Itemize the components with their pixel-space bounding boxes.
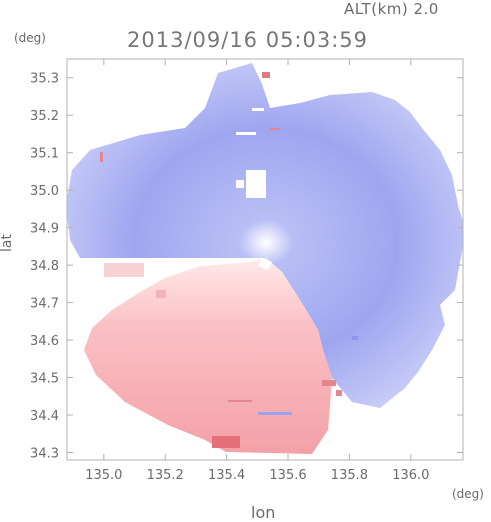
clutter-speckles bbox=[100, 72, 358, 448]
y-tick-label: 34.6 bbox=[30, 334, 59, 349]
receding-velocity-area bbox=[84, 258, 332, 454]
y-tick-label: 34.9 bbox=[30, 222, 59, 237]
y-tick-label: 34.3 bbox=[30, 447, 59, 462]
approaching-velocity-area bbox=[67, 63, 463, 408]
y-tick-label: 35.1 bbox=[30, 147, 59, 162]
x-tick-label: 135.6 bbox=[269, 468, 306, 483]
y-tick-label: 34.5 bbox=[30, 372, 59, 387]
x-unit-label: (deg) bbox=[452, 487, 484, 501]
x-tick-label: 135.4 bbox=[208, 468, 245, 483]
y-tick-label: 35.2 bbox=[30, 109, 59, 124]
x-tick-label: 135.8 bbox=[331, 468, 368, 483]
x-tick-label: 135.2 bbox=[147, 468, 184, 483]
radar-image bbox=[67, 63, 463, 454]
y-tick-label: 34.4 bbox=[30, 409, 59, 424]
y-unit-label: (deg) bbox=[14, 31, 46, 45]
x-tick-label: 136.0 bbox=[392, 468, 429, 483]
altitude-label: ALT(km) 2.0 bbox=[344, 0, 439, 18]
plot-frame bbox=[66, 58, 464, 461]
y-tick-label: 34.8 bbox=[30, 259, 59, 274]
x-tick-label: 135.0 bbox=[85, 468, 122, 483]
x-axis-label: lon bbox=[251, 503, 276, 522]
chart-title: 2013/09/16 05:03:59 bbox=[127, 28, 369, 52]
y-tick-label: 35.3 bbox=[30, 72, 59, 87]
y-tick-label: 35.0 bbox=[30, 184, 59, 199]
y-tick-label: 34.7 bbox=[30, 297, 59, 312]
